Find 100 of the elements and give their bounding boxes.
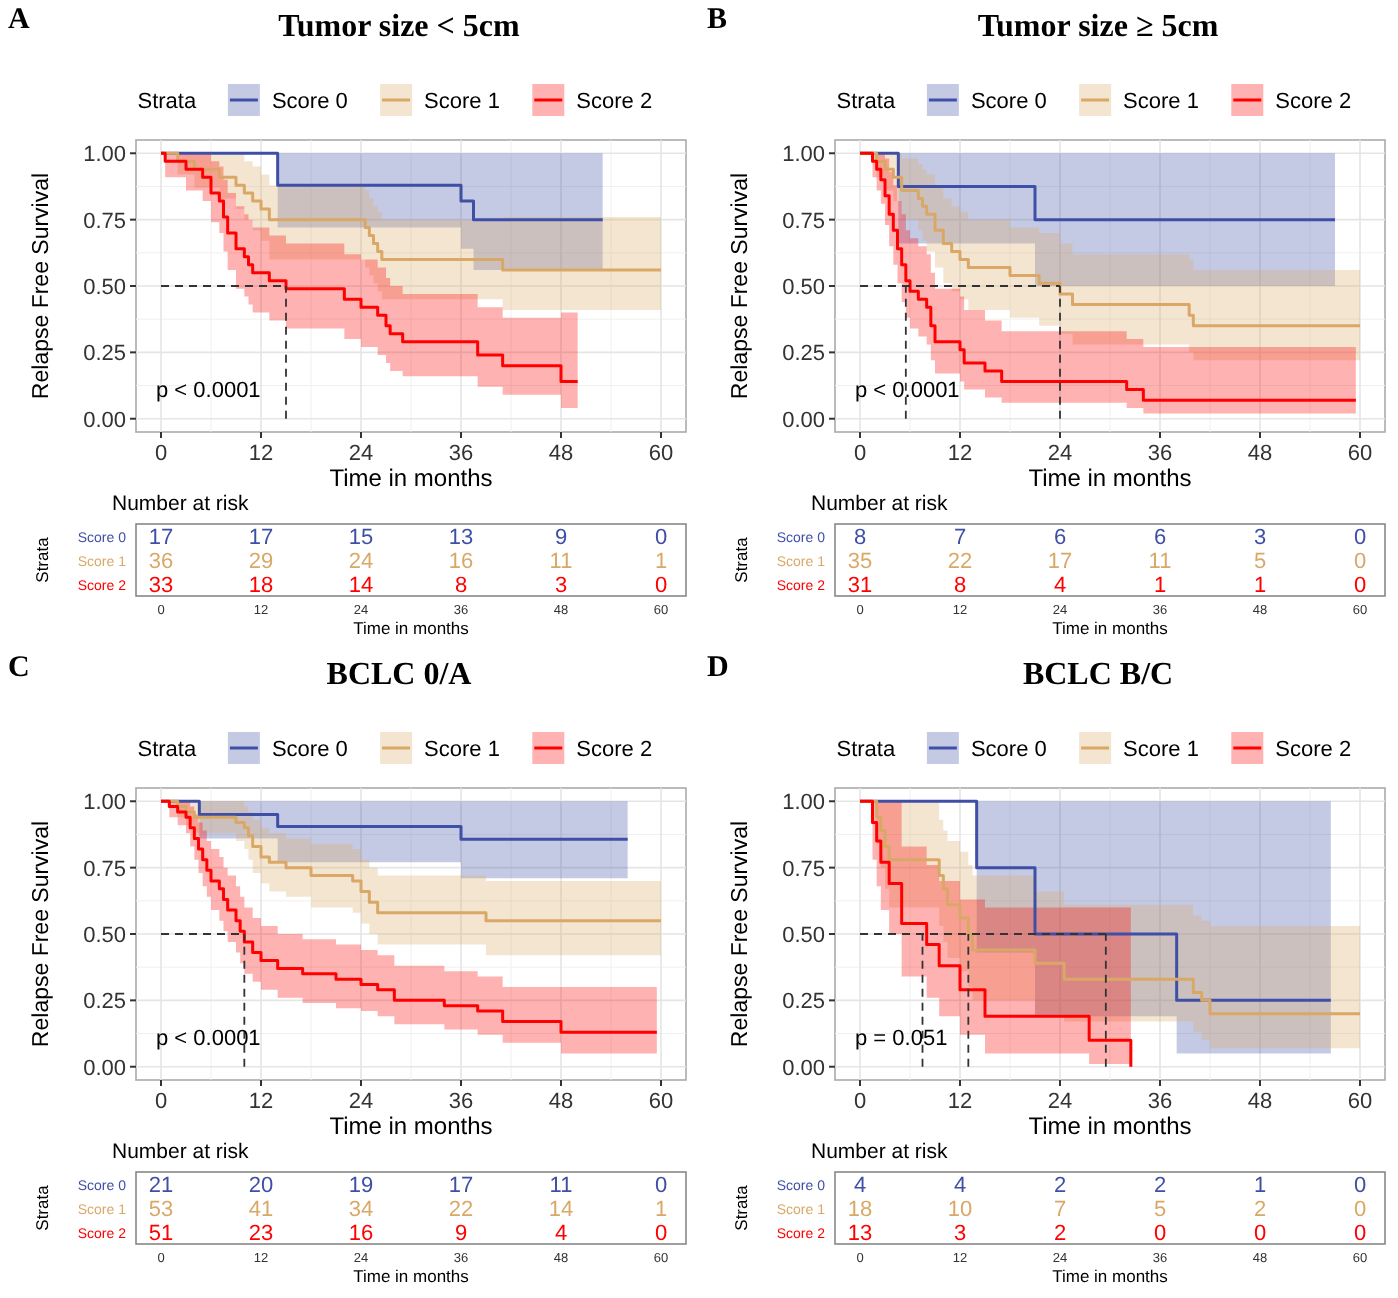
x-axis-title: Time in months	[1028, 464, 1192, 492]
data-label: 17	[1047, 550, 1073, 574]
x-tick-label: 36	[1147, 1090, 1173, 1114]
chart-title: BCLC 0/A	[326, 658, 473, 692]
data-label: 11	[549, 550, 573, 574]
data-label: 4	[853, 1174, 867, 1198]
x-tick-label: 60	[1347, 1090, 1373, 1114]
x-tick-label: 24	[1047, 442, 1073, 466]
chart-title: Number at risk	[811, 492, 950, 516]
data-label: 0	[1353, 526, 1367, 550]
data-label: 22	[947, 550, 973, 574]
x-tick-label: 12	[947, 1090, 973, 1114]
data-label: 0	[654, 526, 668, 550]
y-axis-title: Relapse Free Survival	[30, 172, 54, 400]
data-label: 8	[853, 526, 867, 550]
data-label: 2	[1053, 1174, 1067, 1198]
annotation: p < 0.0001	[855, 379, 960, 404]
data-label: 23	[248, 1222, 274, 1246]
data-label: 6	[1153, 526, 1167, 550]
legend-label: Score 1	[1123, 738, 1199, 762]
data-label: 0	[1353, 1174, 1367, 1198]
data-label: 5	[1253, 550, 1267, 574]
data-label: 0	[654, 574, 668, 598]
y-tick-label: 0.00	[83, 1056, 126, 1081]
data-label: 53	[148, 1198, 174, 1222]
data-label: 2	[1153, 1174, 1167, 1198]
x-tick-label: 24	[348, 1090, 374, 1114]
data-label: 4	[1053, 574, 1067, 598]
y-tick-label: 0.50	[782, 276, 825, 300]
x-tick-label: 36	[448, 442, 474, 466]
chart-title: Number at risk	[112, 1140, 251, 1164]
annotation: p < 0.0001	[156, 379, 261, 404]
x-tick-label: 36	[448, 1090, 474, 1114]
legend-label: Score 1	[1123, 90, 1199, 114]
data-label: 0	[654, 1222, 668, 1246]
x-tick-label: 0	[853, 1090, 867, 1114]
y-tick-label: 1.00	[782, 143, 825, 168]
data-label: 8	[953, 574, 967, 598]
y-tick-label: 0.25	[83, 990, 126, 1015]
data-label: 1	[654, 1198, 668, 1222]
x-tick-label: 24	[348, 442, 374, 466]
data-label: 6	[1053, 526, 1067, 550]
data-label: 13	[847, 1222, 873, 1246]
data-label: 11	[1148, 550, 1172, 574]
x-tick-label: 12	[248, 1090, 274, 1114]
y-axis-title: Strata	[32, 536, 52, 583]
x-axis-title: Time in months	[329, 464, 493, 492]
data-label: 3	[1253, 526, 1267, 550]
y-tick-label: 0.25	[782, 990, 825, 1015]
data-label: 35	[847, 550, 873, 574]
legend-label: Score 0	[970, 738, 1047, 762]
text: D	[707, 652, 729, 684]
x-tick-label: 0	[154, 442, 168, 466]
annotation: p = 0.051	[855, 1027, 948, 1052]
data-label: 0	[1353, 1222, 1367, 1246]
data-label: 9	[454, 1222, 468, 1246]
y-tick-label: 0.50	[782, 924, 825, 948]
y-tick-label: 1.00	[83, 143, 126, 168]
data-label: 22	[448, 1198, 474, 1222]
data-label: 16	[348, 1222, 374, 1246]
text: A	[8, 4, 30, 36]
y-tick-label: 0.75	[83, 857, 126, 882]
data-label: 2	[1053, 1222, 1067, 1246]
data-label: 14	[348, 574, 374, 598]
data-label: 1	[1253, 574, 1267, 598]
x-tick-label: 60	[648, 442, 674, 466]
legend-label: Score 2	[1275, 90, 1352, 114]
legend-label: Score 1	[424, 90, 500, 114]
data-label: 4	[953, 1174, 967, 1198]
data-label: 36	[148, 550, 174, 574]
legend-label: Score 2	[576, 738, 653, 762]
legend-label: Score 0	[970, 90, 1047, 114]
data-label: 13	[448, 526, 474, 550]
data-label: 17	[148, 526, 174, 550]
data-label: 21	[148, 1174, 174, 1198]
chart-title: BCLC B/C	[1022, 658, 1174, 692]
data-label: 0	[1153, 1222, 1167, 1246]
x-tick-label: 60	[1347, 442, 1373, 466]
x-axis-title: Time in months	[329, 1112, 493, 1140]
data-label: 7	[953, 526, 967, 550]
data-label: 0	[1353, 1198, 1367, 1222]
data-label: 0	[1353, 550, 1367, 574]
y-axis-title: Relapse Free Survival	[30, 820, 54, 1048]
x-tick-label: 12	[248, 442, 274, 466]
data-label: 24	[348, 550, 374, 574]
legend-label: Score 0	[271, 738, 348, 762]
y-tick-label: 0.00	[83, 408, 126, 433]
data-label: 33	[148, 574, 174, 598]
y-tick-label: 0.00	[782, 408, 825, 433]
y-tick-label: 0.75	[83, 209, 126, 234]
data-label: 20	[248, 1174, 274, 1198]
chart-title: Tumor size ≥ 5cm	[977, 10, 1220, 44]
legend-title: Strata	[137, 90, 198, 114]
annotation: p < 0.0001	[156, 1027, 261, 1052]
data-label: 18	[248, 574, 274, 598]
data-label: 51	[148, 1222, 174, 1246]
y-axis-title: Relapse Free Survival	[729, 820, 753, 1048]
data-label: 5	[1153, 1198, 1167, 1222]
data-label: 1	[1153, 574, 1167, 598]
legend-label: Score 2	[1275, 738, 1352, 762]
